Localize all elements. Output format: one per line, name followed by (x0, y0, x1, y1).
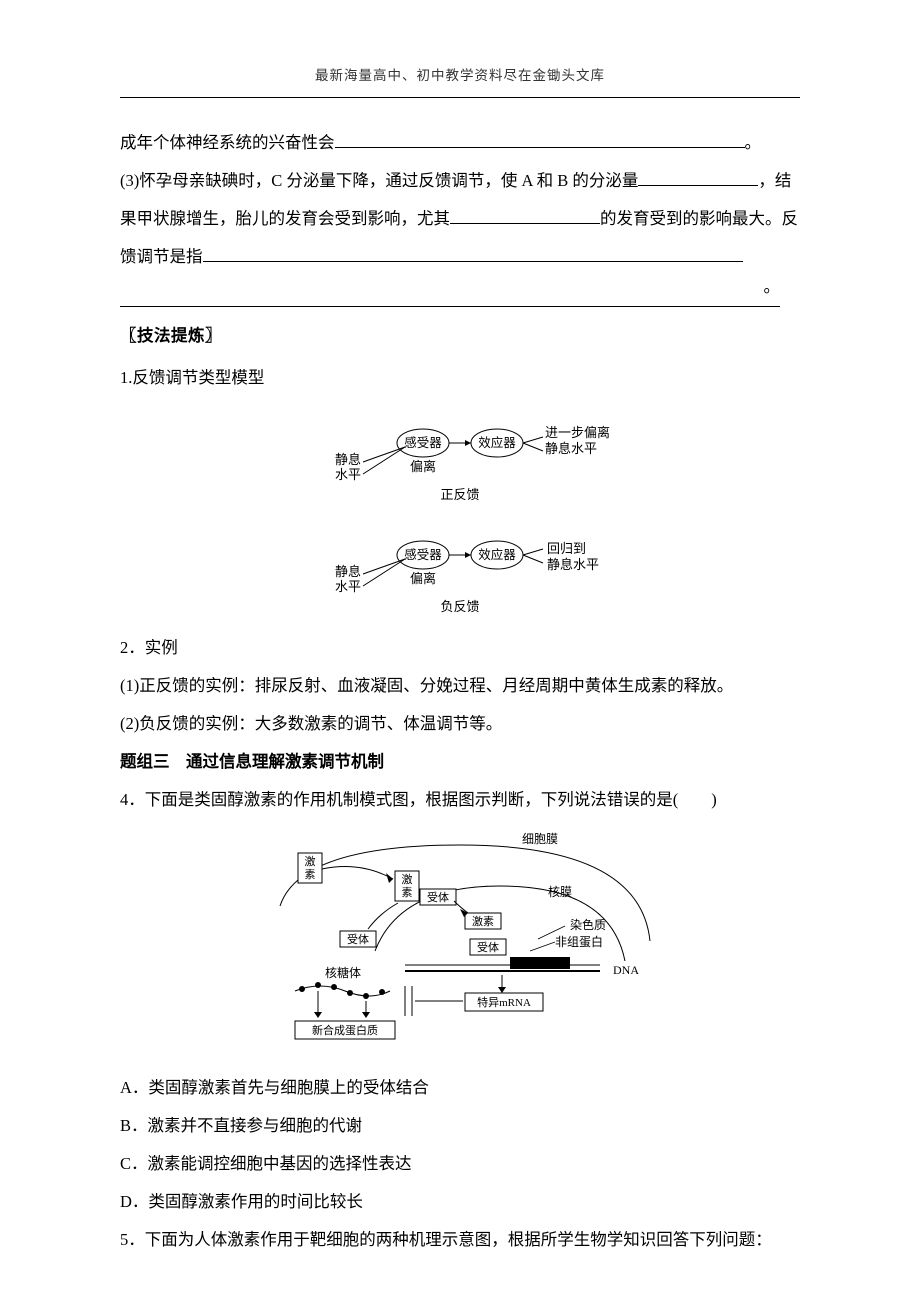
body-para-2: (3)怀孕母亲缺碘时，C 分泌量下降，通过反馈调节，使 A 和 B 的分泌量 ，结 (120, 162, 800, 200)
mid-label: 偏离 (410, 459, 436, 474)
left-label-bot: 水平 (335, 467, 361, 482)
left-label-bot-2: 水平 (335, 579, 361, 594)
text: 果甲状腺增生，胎儿的发育会受到影响，尤其 (120, 209, 450, 228)
hormone-box-2b: 素 (402, 886, 413, 899)
page: 最新海量高中、初中教学资料尽在金锄头文库 成年个体神经系统的兴奋性会 。 (3)怀… (0, 0, 920, 1302)
subheading-2: 2．实例 (120, 629, 800, 667)
hormone-box-1a: 激 (305, 854, 316, 868)
node-effector-2: 效应器 (478, 547, 516, 562)
blank (203, 244, 743, 262)
text: 的发育受到的影响最大。反 (600, 209, 798, 228)
body-para-2b: 果甲状腺增生，胎儿的发育会受到影响，尤其 的发育受到的影响最大。反 (120, 200, 800, 238)
blank (335, 131, 745, 149)
subheading-1: 1.反馈调节类型模型 (120, 359, 800, 397)
right-label-bot: 静息水平 (545, 441, 597, 456)
feedback-svg-positive: 静息 水平 感受器 效应器 偏离 进一步偏离 静息水平 正反馈 (295, 409, 625, 509)
section-heading-group3: 题组三 通过信息理解激素调节机制 (120, 743, 800, 781)
node-receptor: 感受器 (404, 435, 442, 450)
example-1: (1)正反馈的实例：排尿反射、血液凝固、分娩过程、月经周期中黄体生成素的释放。 (120, 667, 800, 705)
right-label-bot-2: 静息水平 (547, 557, 599, 572)
body-para-2c: 馈调节是指 (120, 238, 800, 276)
hormone-box-3: 激素 (472, 914, 494, 928)
right-label-top: 进一步偏离 (545, 425, 610, 440)
cell-membrane-label: 细胞膜 (522, 832, 558, 846)
body-line-1: 成年个体神经系统的兴奋性会 。 (120, 124, 800, 162)
hormone-box-1b: 素 (305, 868, 316, 881)
steroid-svg: 细胞膜 核膜 激 素 激 素 受体 受体 激素 (240, 831, 680, 1061)
feedback-diagram-negative: 静息 水平 感受器 效应器 偏离 回归到 静息水平 负反馈 (120, 521, 800, 621)
blank (450, 206, 600, 224)
text: ，结 (758, 171, 791, 190)
mid-label-2: 偏离 (410, 571, 436, 586)
question-4: 4．下面是类固醇激素的作用机制模式图，根据图示判断，下列说法错误的是( ) (120, 781, 800, 819)
left-label-top-2: 静息 (335, 564, 361, 579)
blank-full-line (120, 280, 780, 307)
blank (638, 168, 758, 186)
feedback-svg-negative: 静息 水平 感受器 效应器 偏离 回归到 静息水平 负反馈 (295, 521, 625, 621)
option-c: C．激素能调控细胞中基因的选择性表达 (120, 1145, 800, 1183)
option-d: D．类固醇激素作用的时间比较长 (120, 1183, 800, 1221)
option-b: B．激素并不直接参与细胞的代谢 (120, 1107, 800, 1145)
hormone-box-2a: 激 (402, 872, 413, 886)
page-header: 最新海量高中、初中教学资料尽在金锄头文库 (120, 60, 800, 91)
right-label-top-2: 回归到 (547, 541, 586, 556)
caption-2: 负反馈 (440, 599, 479, 614)
steroid-diagram: 细胞膜 核膜 激 素 激 素 受体 受体 激素 (120, 831, 800, 1061)
receptor-box-cyto: 受体 (347, 932, 369, 946)
text: 。 (745, 133, 762, 152)
nonhistone-label: 非组蛋白 (555, 934, 603, 949)
text: 成年个体神经系统的兴奋性会 (120, 133, 335, 152)
receptor-box-3: 受体 (477, 940, 499, 954)
text: 馈调节是指 (120, 247, 203, 266)
dna-label: DNA (613, 963, 639, 977)
text: (3)怀孕母亲缺碘时，C 分泌量下降，通过反馈调节，使 A 和 B 的分泌量 (120, 171, 638, 190)
node-receptor-2: 感受器 (404, 547, 442, 562)
nuclear-membrane-label: 核膜 (548, 885, 572, 899)
node-effector: 效应器 (478, 435, 516, 450)
mrna-label: 特异mRNA (477, 995, 531, 1009)
options-list: A．类固醇激素首先与细胞膜上的受体结合 B．激素并不直接参与细胞的代谢 C．激素… (120, 1069, 800, 1221)
ribosome-label: 核糖体 (325, 965, 361, 980)
option-a: A．类固醇激素首先与细胞膜上的受体结合 (120, 1069, 800, 1107)
chromatin-label: 染色质 (570, 917, 606, 932)
question-5: 5．下面为人体激素作用于靶细胞的两种机理示意图，根据所学生物学知识回答下列问题： (120, 1221, 800, 1259)
header-rule (120, 97, 800, 98)
protein-label: 新合成蛋白质 (312, 1023, 378, 1037)
feedback-diagram-positive: 静息 水平 感受器 效应器 偏离 进一步偏离 静息水平 正反馈 (120, 409, 800, 509)
receptor-box-2: 受体 (427, 890, 449, 904)
left-label-top: 静息 (335, 452, 361, 467)
section-heading-techniques: 〖技法提炼〗 (120, 317, 800, 355)
caption: 正反馈 (440, 487, 479, 502)
example-2: (2)负反馈的实例：大多数激素的调节、体温调节等。 (120, 705, 800, 743)
